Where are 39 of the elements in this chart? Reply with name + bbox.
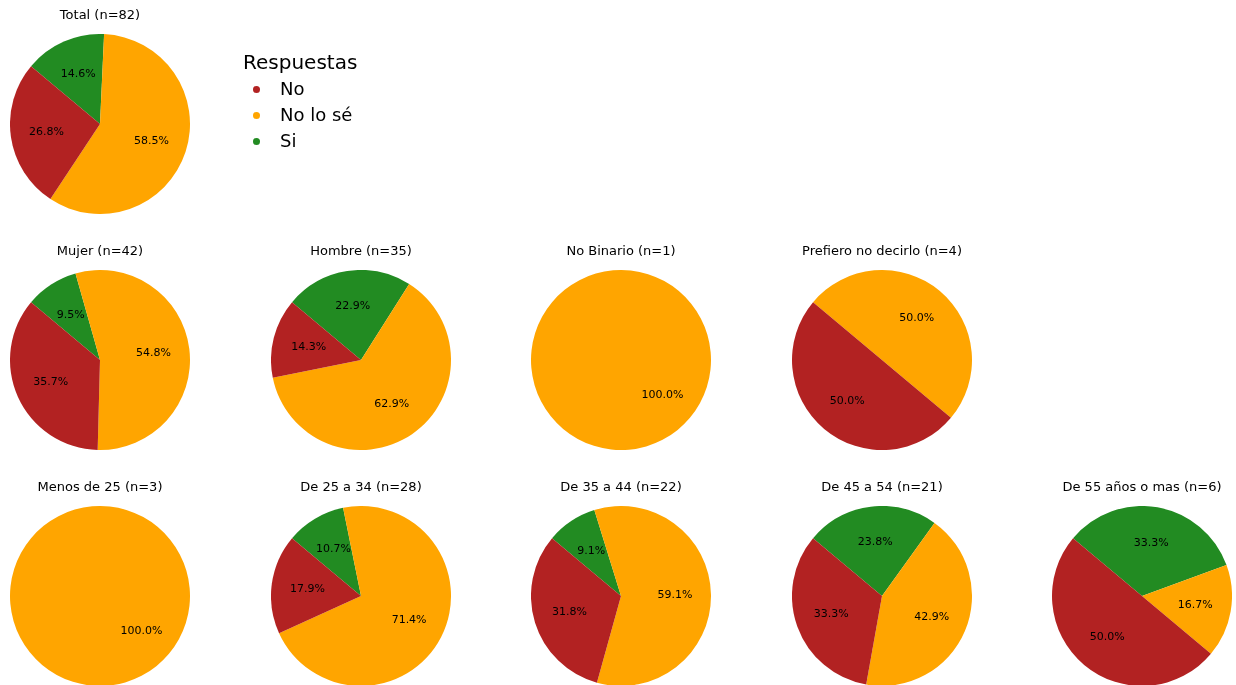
- data-label: 54.8%: [136, 346, 172, 360]
- data-label: 9.5%: [56, 307, 85, 321]
- chart-title: Total (n=82): [58, 6, 142, 24]
- data-label: 31.8%: [551, 604, 587, 618]
- data-label: 50.0%: [899, 311, 935, 325]
- data-label: 16.7%: [1177, 598, 1213, 612]
- data-label: 50.0%: [1089, 630, 1125, 644]
- data-label: 33.3%: [1133, 535, 1169, 549]
- data-label: 100.0%: [641, 387, 684, 401]
- data-label: 62.9%: [374, 397, 410, 411]
- data-label: 10.7%: [315, 542, 351, 556]
- data-label: 22.9%: [335, 299, 371, 313]
- data-label: 23.8%: [857, 535, 893, 549]
- data-label: 59.1%: [657, 588, 693, 602]
- data-label: 14.6%: [60, 67, 96, 81]
- data-label: 33.3%: [813, 607, 849, 621]
- chart-title: No Binario (n=1): [565, 242, 677, 260]
- data-label: 14.3%: [291, 339, 327, 353]
- data-label: 71.4%: [391, 613, 427, 627]
- chart-title: Hombre (n=35): [309, 242, 413, 260]
- data-label: 9.1%: [577, 543, 606, 557]
- legend-title: Respuestas: [243, 49, 358, 76]
- data-label: 50.0%: [829, 394, 865, 408]
- legend-label: Si: [280, 129, 297, 153]
- data-label: 17.9%: [290, 581, 325, 595]
- data-label: 100.0%: [120, 623, 163, 637]
- data-label: 58.5%: [133, 133, 169, 147]
- legend-label: No: [280, 77, 305, 101]
- legend-label: No lo sé: [280, 103, 353, 127]
- chart-title: Prefiero no decirlo (n=4): [801, 242, 963, 260]
- chart-title: De 35 a 44 (n=22): [559, 478, 683, 496]
- chart-title: De 45 a 54 (n=21): [820, 478, 944, 496]
- data-label: 35.7%: [33, 375, 69, 389]
- data-label: 26.8%: [29, 124, 65, 138]
- chart-title: De 25 a 34 (n=28): [299, 478, 423, 496]
- chart-title: Menos de 25 (n=3): [36, 478, 164, 496]
- chart-title: Mujer (n=42): [55, 242, 145, 260]
- data-label: 42.9%: [914, 609, 950, 623]
- chart-title: De 55 años o mas (n=6): [1061, 478, 1223, 496]
